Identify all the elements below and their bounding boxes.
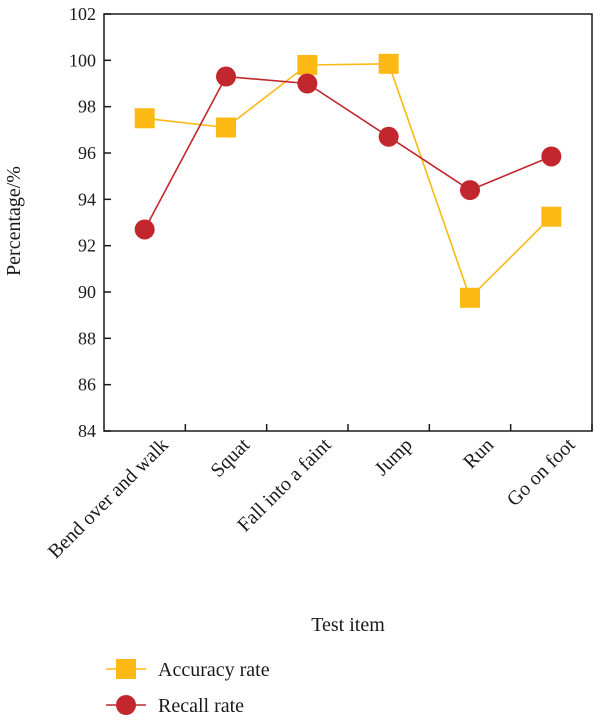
axes: 84 86 88 90 92 94 96 98 100 102 Bend over and walk… bbox=[44, 4, 593, 563]
series-marks bbox=[134, 53, 562, 308]
recall-rate-point bbox=[134, 219, 155, 240]
y-tick-label: 94 bbox=[78, 189, 96, 209]
recall-rate-point bbox=[460, 180, 480, 201]
accuracy-rate-point bbox=[216, 117, 236, 138]
y-tick-label: 86 bbox=[78, 375, 96, 395]
x-tick-label: Run bbox=[459, 434, 498, 473]
recall-rate-point bbox=[297, 73, 318, 94]
y-tick-label: 98 bbox=[78, 97, 96, 117]
x-tick-label: Go on foot bbox=[503, 434, 580, 511]
x-tick-label: Squat bbox=[206, 434, 254, 482]
legend-marker-accuracy-rate bbox=[116, 659, 136, 679]
recall-rate-point bbox=[216, 66, 236, 87]
y-tick-label: 92 bbox=[78, 236, 96, 256]
x-tick-label: Bend over and walk bbox=[44, 434, 173, 563]
x-tick-label: Jump bbox=[371, 434, 417, 480]
y-tick-label: 96 bbox=[78, 143, 96, 163]
recall-rate-point bbox=[541, 146, 562, 167]
y-tick-label: 102 bbox=[69, 4, 96, 24]
legend: Accuracy rate Recall rate bbox=[106, 659, 270, 717]
accuracy-rate-point bbox=[460, 287, 480, 308]
x-axis-label: Test item bbox=[311, 614, 385, 636]
legend-marker-recall-rate bbox=[116, 695, 136, 715]
legend-label-accuracy-rate: Accuracy rate bbox=[158, 659, 270, 681]
y-axis-label: Percentage/% bbox=[3, 166, 25, 276]
recall-rate-point bbox=[378, 126, 399, 147]
plot-frame bbox=[103, 13, 593, 432]
y-tick-label: 88 bbox=[78, 328, 96, 348]
accuracy-rate-line bbox=[144, 62, 552, 300]
accuracy-rate-point bbox=[541, 206, 562, 227]
recall-rate-line bbox=[143, 75, 552, 230]
accuracy-rate-point bbox=[134, 108, 155, 129]
y-tick-label: 90 bbox=[78, 282, 96, 302]
accuracy-rate-point bbox=[378, 53, 399, 74]
y-tick-label: 84 bbox=[78, 421, 96, 441]
legend-label-recall-rate: Recall rate bbox=[158, 695, 244, 717]
y-tick-label: 100 bbox=[69, 50, 96, 70]
accuracy-rate-point bbox=[297, 54, 318, 75]
